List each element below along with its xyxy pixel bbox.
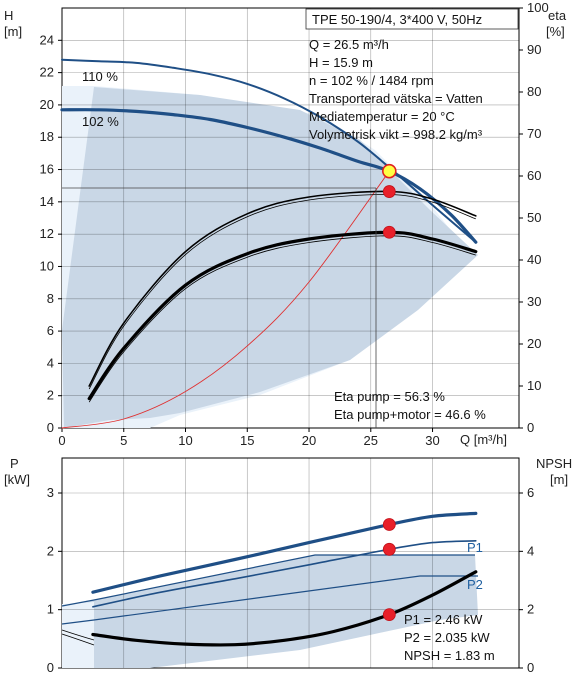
top-left-axis-unit: [m] bbox=[4, 24, 22, 39]
x-axis-title: Q [m³/h] bbox=[460, 432, 507, 447]
eta-pump-motor-curve-band bbox=[88, 235, 476, 403]
y-right-tick-label: 0 bbox=[527, 420, 534, 435]
y-right-tick-label: 60 bbox=[527, 168, 541, 183]
y-left-tick-label: 16 bbox=[40, 162, 54, 177]
y-right-tick-label: 20 bbox=[527, 336, 541, 351]
y-left-tick-label: 4 bbox=[47, 355, 54, 370]
bottom-y-right-tick-label: 4 bbox=[527, 543, 534, 558]
y-right-tick-label: 50 bbox=[527, 210, 541, 225]
y-left-tick-label: 22 bbox=[40, 65, 54, 80]
eta-pump-motor-note: Eta pump+motor = 46.6 % bbox=[334, 407, 486, 422]
y-left-tick-label: 0 bbox=[47, 420, 54, 435]
info-flow: Q = 26.5 m³/h bbox=[309, 37, 389, 52]
bottom-y-left-tick-label: 0 bbox=[47, 660, 54, 675]
x-tick-label: 5 bbox=[120, 433, 127, 448]
operating-point-marker bbox=[382, 163, 397, 179]
npsh-lead-line bbox=[61, 629, 95, 641]
top-right-axis-unit: [%] bbox=[546, 24, 565, 39]
bottom-range-area bbox=[62, 555, 478, 668]
p2-note: P2 = 2.035 kW bbox=[404, 630, 490, 645]
series-label-p1: P1 bbox=[467, 540, 483, 555]
bottom-right-axis-title: NPSH bbox=[536, 456, 572, 471]
eta-marker bbox=[382, 185, 396, 198]
bottom-grid: 0 1 2 3 0 2 4 6 bbox=[47, 458, 534, 675]
x-tick-label: 15 bbox=[240, 433, 254, 448]
head-efficiency-chart: 0 5 10 15 20 25 300246810121416182022240102030… bbox=[4, 0, 567, 448]
y-left-tick-label: 20 bbox=[40, 97, 54, 112]
info-temperature: Mediatemperatur = 20 °C bbox=[309, 109, 455, 124]
bottom-left-axis-unit: [kW] bbox=[4, 472, 30, 487]
operating-range-area bbox=[62, 87, 478, 428]
npsh-note: NPSH = 1.83 m bbox=[404, 648, 495, 663]
y-right-tick-label: 90 bbox=[527, 42, 541, 57]
bottom-y-left-tick-label: 2 bbox=[47, 543, 54, 558]
head-curve-102 bbox=[60, 108, 478, 244]
y-right-tick-label: 10 bbox=[527, 378, 541, 393]
eta-marker bbox=[382, 225, 396, 239]
top-markers bbox=[382, 163, 397, 239]
y-left-tick-label: 10 bbox=[40, 258, 54, 273]
eta-pump-curve-band bbox=[88, 194, 476, 390]
top-right-axis-title: eta bbox=[548, 8, 567, 23]
power-npsh-chart: 0 1 2 3 0 2 4 6 P [kW] NPSH [m] P1 P2 P1 = 2.46… bbox=[4, 456, 572, 675]
bottom-curves bbox=[61, 511, 478, 647]
y-right-tick-label: 40 bbox=[527, 252, 541, 267]
x-tick-label: 0 bbox=[58, 433, 65, 448]
chart-title-box bbox=[305, 8, 519, 30]
x-tick-label: 25 bbox=[364, 433, 378, 448]
top-curves bbox=[60, 58, 478, 429]
curve-label-110: 110 % bbox=[82, 69, 118, 84]
y-left-tick-label: 12 bbox=[40, 226, 54, 241]
bottom-y-right-tick-label: 6 bbox=[527, 485, 534, 500]
info-liquid: Transporterad vätska = Vatten bbox=[309, 91, 483, 106]
system-curve bbox=[61, 170, 390, 429]
y-right-tick-label: 80 bbox=[527, 84, 541, 99]
p2-curve bbox=[92, 540, 477, 608]
info-speed: n = 102 % / 1484 rpm bbox=[309, 73, 434, 88]
eta-pump-note: Eta pump = 56.3 % bbox=[334, 389, 445, 404]
y-left-tick-label: 2 bbox=[47, 388, 54, 403]
bottom-y-left-tick-label: 3 bbox=[47, 485, 54, 500]
top-left-axis-title: H bbox=[4, 8, 13, 23]
curve-label-102: 102 % bbox=[82, 114, 119, 129]
y-right-tick-label: 100 bbox=[527, 0, 549, 15]
bottom-y-right-tick-label: 2 bbox=[527, 602, 534, 617]
bottom-y-right-tick-label: 0 bbox=[527, 660, 534, 675]
x-tick-label: 10 bbox=[178, 433, 192, 448]
info-head: H = 15.9 m bbox=[309, 55, 373, 70]
npsh-lead-line bbox=[61, 633, 95, 646]
x-tick-label: 20 bbox=[302, 433, 316, 448]
y-right-tick-label: 30 bbox=[527, 294, 541, 309]
y-left-tick-label: 8 bbox=[47, 291, 54, 306]
p2-envelope-line bbox=[61, 575, 478, 625]
y-left-tick-label: 24 bbox=[40, 32, 54, 47]
y-left-tick-label: 18 bbox=[40, 129, 54, 144]
x-tick-label: 30 bbox=[425, 433, 439, 448]
power-marker bbox=[382, 542, 396, 556]
y-left-tick-label: 14 bbox=[40, 194, 54, 209]
power-marker bbox=[382, 518, 396, 531]
bottom-left-axis-title: P bbox=[10, 456, 19, 471]
series-label-p2: P2 bbox=[467, 577, 483, 592]
eta-pump-curve bbox=[88, 190, 477, 387]
eta-pump-motor-curve bbox=[87, 230, 478, 401]
bottom-markers bbox=[382, 518, 396, 622]
info-density: Volymetrisk vikt = 998.2 kg/m³ bbox=[309, 127, 483, 142]
bottom-right-axis-unit: [m] bbox=[550, 472, 568, 487]
top-grid: 0 5 10 15 20 25 300246810121416182022240102030… bbox=[40, 0, 549, 448]
bottom-y-left-tick-label: 1 bbox=[47, 602, 54, 617]
power-marker bbox=[382, 608, 396, 622]
chart-title: TPE 50-190/4, 3*400 V, 50Hz bbox=[312, 12, 482, 27]
p1-envelope-line bbox=[61, 554, 475, 607]
y-left-tick-label: 6 bbox=[47, 323, 54, 338]
p1-curve bbox=[91, 511, 478, 594]
npsh-curve bbox=[91, 570, 478, 647]
y-right-tick-label: 70 bbox=[527, 126, 541, 141]
p1-note: P1 = 2.46 kW bbox=[404, 612, 483, 627]
